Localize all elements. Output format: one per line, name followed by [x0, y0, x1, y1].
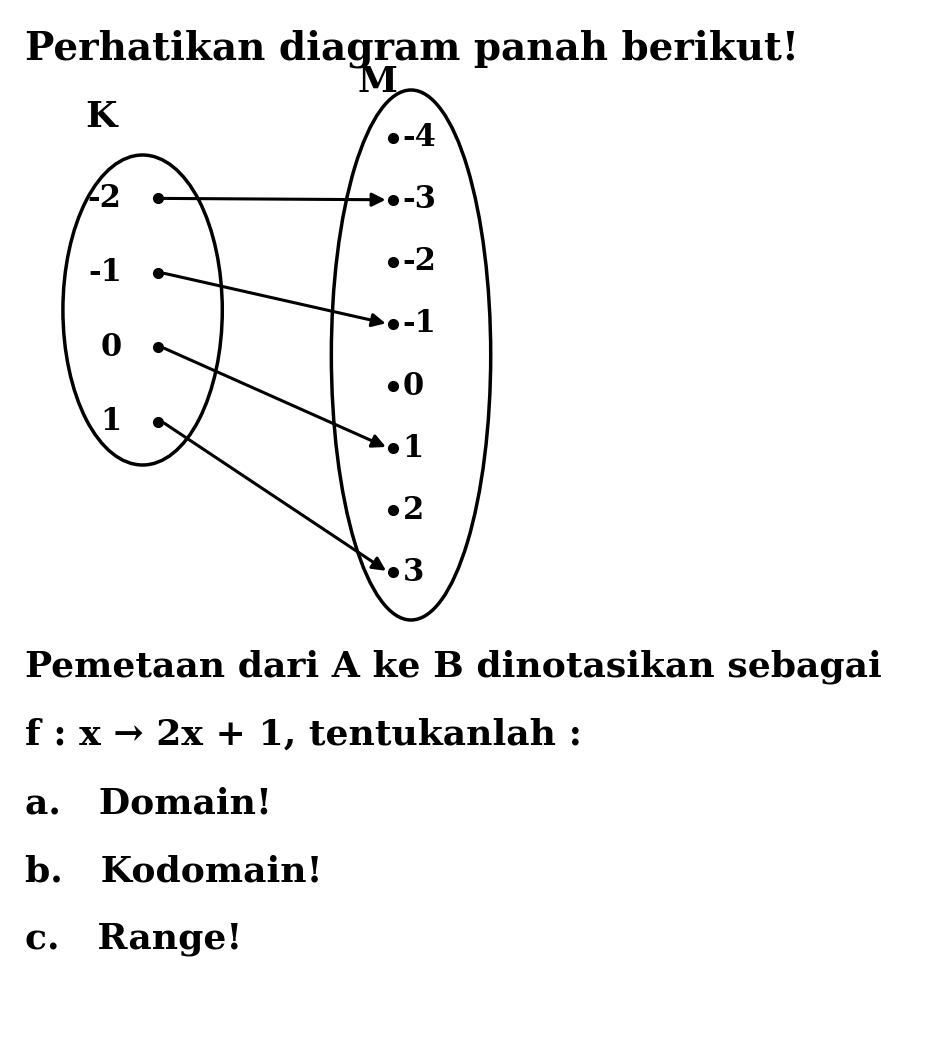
Text: b.   Kodomain!: b. Kodomain!: [25, 854, 322, 888]
Text: 3: 3: [402, 556, 424, 588]
Text: 0: 0: [402, 371, 424, 402]
Text: M: M: [357, 65, 398, 99]
Text: -2: -2: [402, 246, 436, 278]
Text: 0: 0: [101, 332, 121, 362]
Text: 1: 1: [101, 406, 121, 437]
Text: Perhatikan diagram panah berikut!: Perhatikan diagram panah berikut!: [25, 30, 799, 69]
Text: 1: 1: [402, 432, 424, 464]
Text: c.   Range!: c. Range!: [25, 922, 243, 956]
Text: Pemetaan dari A ke B dinotasikan sebagai: Pemetaan dari A ke B dinotasikan sebagai: [25, 650, 882, 685]
Text: a.   Domain!: a. Domain!: [25, 786, 272, 820]
Text: -1: -1: [87, 257, 121, 288]
Text: f : x → 2x + 1, tentukanlah :: f : x → 2x + 1, tentukanlah :: [25, 718, 582, 752]
Text: -2: -2: [87, 183, 121, 214]
Text: K: K: [85, 100, 117, 134]
Text: -1: -1: [402, 308, 436, 339]
Text: -3: -3: [402, 185, 437, 215]
Text: 2: 2: [402, 495, 424, 526]
Text: -4: -4: [402, 122, 436, 153]
